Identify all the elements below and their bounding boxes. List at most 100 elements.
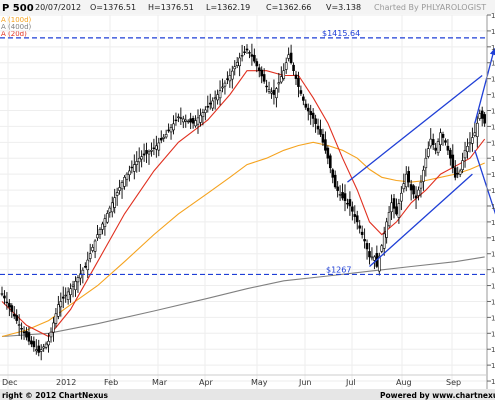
candle-body: [162, 136, 165, 139]
y-tick-label: 1: [491, 235, 495, 243]
candle-body: [319, 129, 322, 135]
candle-body: [25, 331, 28, 338]
candle-body: [262, 74, 266, 82]
candle-body: [314, 118, 317, 125]
candle-body: [81, 269, 85, 275]
candle-body: [368, 251, 371, 258]
candle-body: [468, 142, 472, 145]
x-tick-label: Mar: [152, 378, 168, 387]
candle-body: [444, 140, 447, 143]
candle-body: [54, 313, 58, 324]
y-tick-label: 1: [491, 171, 495, 179]
candle-body: [431, 139, 435, 146]
candle-body: [343, 193, 347, 201]
candle-body: [61, 296, 65, 299]
y-tick-label: 1: [491, 346, 495, 354]
candle-body: [311, 112, 315, 119]
candle-body: [10, 305, 14, 312]
candle-body: [233, 66, 237, 70]
y-tick-label: 1: [491, 44, 495, 52]
ma400-series: [1, 256, 485, 338]
candle-body: [135, 161, 139, 165]
candle-body: [137, 157, 141, 163]
arrow-head: [489, 48, 495, 56]
candle-body: [336, 186, 339, 191]
candle-body: [147, 151, 151, 155]
legend-ma20: A (20d): [1, 30, 27, 38]
candle-body: [93, 240, 97, 252]
candle-body: [74, 281, 77, 291]
candle-body: [101, 223, 104, 230]
candle-body: [118, 187, 121, 191]
support-label: $1267: [326, 265, 351, 274]
candle-body: [223, 82, 227, 87]
candle-body: [64, 294, 67, 297]
candle-body: [400, 192, 403, 202]
candle-body: [475, 122, 479, 137]
y-tick-label: 1: [491, 362, 495, 370]
candle-body: [235, 62, 239, 66]
y-tick-label: 1: [491, 187, 495, 195]
candle-body: [113, 197, 116, 208]
candle-body: [346, 202, 349, 205]
y-tick-label: 1: [491, 267, 495, 275]
candle-body: [27, 332, 31, 342]
x-tick-label: 2012: [56, 378, 76, 387]
candle-body: [155, 145, 158, 150]
candle-body: [110, 202, 114, 213]
candle-body: [86, 259, 90, 271]
y-tick-label: 1: [491, 28, 495, 36]
candle-body: [341, 192, 344, 199]
candle-body: [196, 117, 200, 125]
candle-body: [130, 166, 134, 169]
candle-body: [250, 54, 254, 57]
candle-body: [145, 150, 148, 154]
date-label: 20/07/2012: [35, 3, 81, 12]
candle-body: [294, 74, 298, 79]
candle-body: [37, 345, 41, 353]
footer-bar: [0, 389, 495, 400]
candle-body: [422, 169, 425, 182]
candle-body: [179, 117, 183, 119]
candle-body: [152, 147, 156, 149]
candle-body: [309, 111, 313, 116]
candle-body: [463, 149, 467, 159]
candle-body: [480, 110, 484, 119]
y-tick-label: 1: [491, 76, 495, 84]
candle-body: [395, 206, 398, 215]
candle-body: [358, 225, 362, 229]
y-tick-label: 1: [491, 378, 495, 386]
candle-body: [12, 313, 16, 317]
candle-body: [473, 132, 477, 136]
candle-body: [324, 139, 327, 151]
candle-body: [103, 218, 107, 227]
candle-body: [177, 116, 180, 118]
candle-body: [404, 173, 408, 188]
candle-body: [191, 118, 195, 124]
candle-body: [30, 340, 33, 345]
candle-body: [287, 54, 290, 59]
candle-body: [108, 207, 112, 213]
candle-body: [382, 233, 386, 249]
candle-body: [84, 266, 87, 268]
candle-body: [243, 51, 246, 53]
candle-body: [289, 52, 293, 64]
candle-body: [133, 164, 136, 172]
legend-ma100: A (100d): [1, 16, 32, 24]
candle-body: [328, 155, 332, 169]
candle-body: [186, 120, 190, 123]
candle-body: [17, 324, 21, 326]
candle-body: [204, 109, 207, 113]
candle-body: [42, 346, 45, 349]
candle-body: [52, 322, 55, 333]
candle-body: [201, 112, 205, 118]
candle-body: [106, 213, 109, 223]
candle-body: [184, 119, 188, 122]
candle-body: [71, 284, 75, 287]
candle-body: [417, 189, 420, 196]
candle-body: [478, 113, 482, 119]
candle-body: [20, 328, 23, 330]
candle-body: [8, 303, 11, 308]
price-levels: [0, 37, 487, 276]
